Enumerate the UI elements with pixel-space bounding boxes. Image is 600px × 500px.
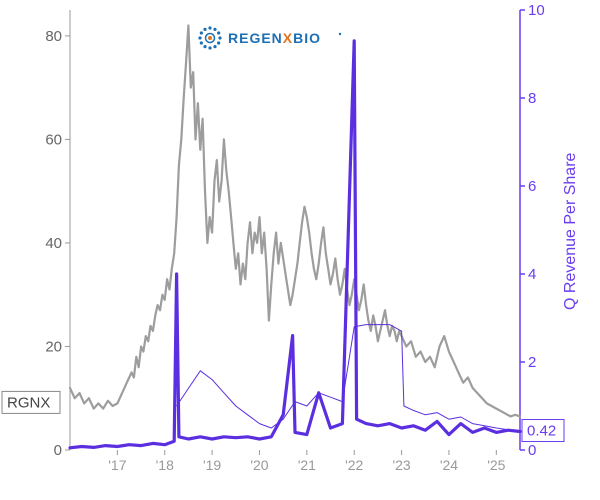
right-tick-label: 8 <box>528 90 536 107</box>
right-tick-label: 0 <box>528 442 536 459</box>
logo-text: REGENXBIO <box>228 30 321 46</box>
value-label: 0.42 <box>527 423 556 440</box>
right-tick-label: 10 <box>528 2 545 19</box>
left-tick-label: 60 <box>45 131 62 148</box>
bottom-tick-label: '25 <box>487 457 505 473</box>
chart-svg: 0 20 40 60 80 0 2 4 6 8 10 Q Revenue Per Share '17 '1… <box>0 0 600 500</box>
bottom-tick-label: '19 <box>203 457 221 473</box>
ticker-label: RGNX <box>7 394 50 411</box>
right-tick-label: 2 <box>528 354 536 371</box>
right-axis-label: Q Revenue Per Share <box>562 152 579 310</box>
left-tick-label: 20 <box>45 338 62 355</box>
dual-axis-chart: 0 20 40 60 80 0 2 4 6 8 10 Q Revenue Per Share '17 '1… <box>0 0 600 500</box>
bottom-tick-label: '23 <box>392 457 410 473</box>
logo-mark <box>339 33 341 35</box>
bottom-tick-label: '22 <box>345 457 363 473</box>
right-tick-label: 6 <box>528 178 536 195</box>
left-tick-label: 40 <box>45 235 62 252</box>
bottom-tick-label: '17 <box>108 457 126 473</box>
bottom-tick-label: '18 <box>156 457 174 473</box>
bottom-tick-label: '24 <box>440 457 458 473</box>
bottom-tick-label: '21 <box>298 457 316 473</box>
left-tick-label: 80 <box>45 28 62 45</box>
bottom-tick-label: '20 <box>250 457 268 473</box>
right-tick-label: 4 <box>528 266 536 283</box>
left-tick-label: 0 <box>54 442 62 459</box>
